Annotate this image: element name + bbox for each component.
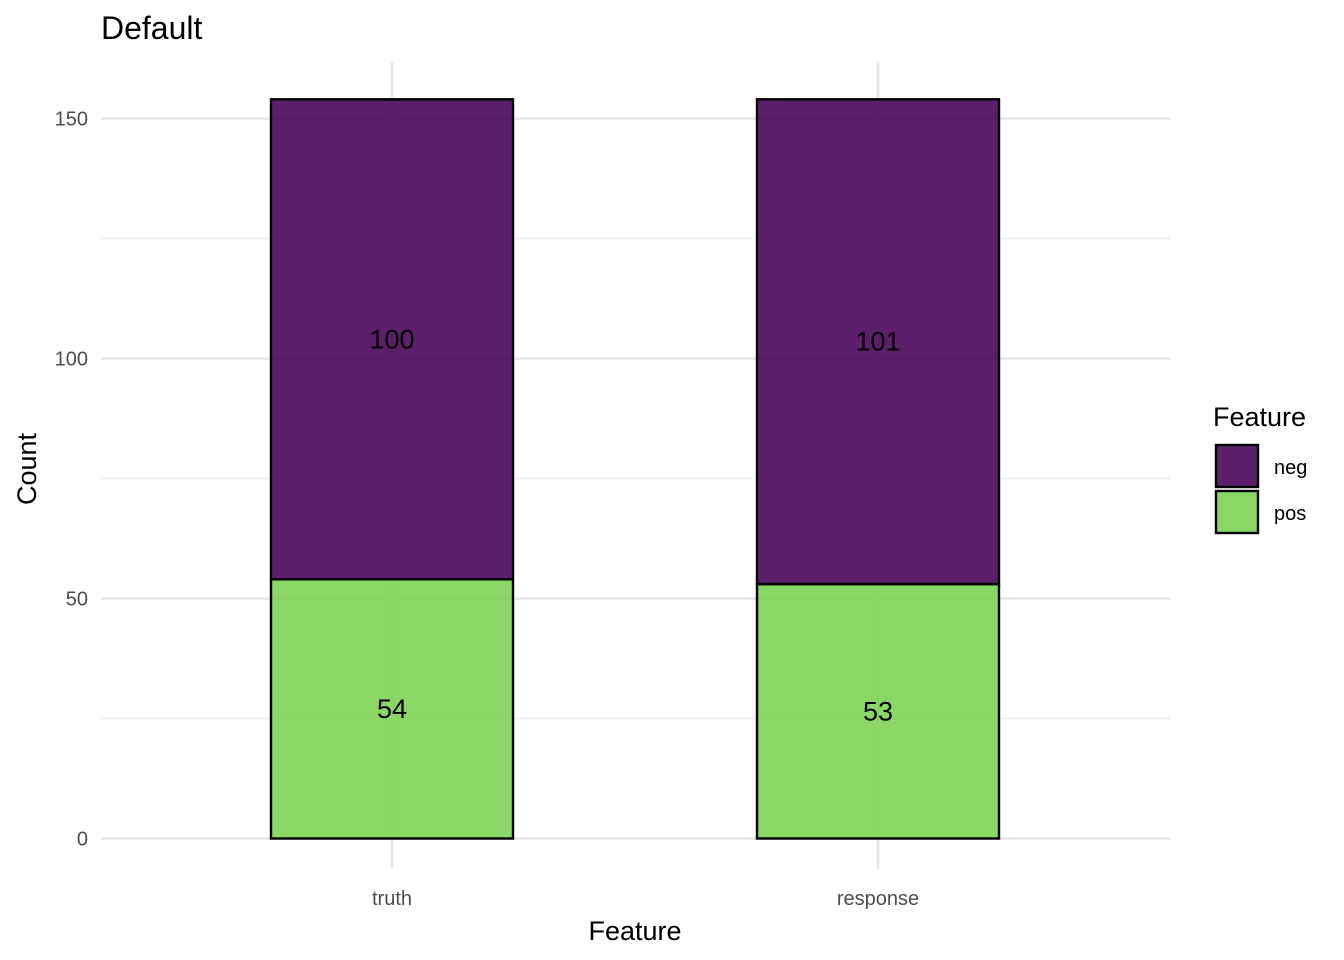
bar-neg-response	[755, 98, 1001, 586]
bar-pos-response	[755, 582, 1001, 840]
y-tick-label: 150	[55, 109, 88, 131]
legend-key-neg	[1214, 443, 1260, 489]
bar-pos-truth	[269, 578, 515, 840]
bars	[269, 98, 1001, 840]
data-label-pos-truth: 54	[377, 694, 407, 724]
y-tick-label: 50	[66, 589, 88, 611]
x-axis-title: Feature	[588, 916, 681, 946]
legend: Feature neg pos	[1213, 402, 1307, 535]
x-tick-label: response	[837, 888, 919, 910]
chart-title: Default	[101, 10, 203, 46]
y-axis-title: Count	[12, 432, 42, 505]
y-axis-ticks: 0 50 100 150	[55, 109, 88, 851]
legend-items: neg pos	[1214, 443, 1307, 535]
grid-lines	[101, 62, 1170, 869]
data-label-pos-response: 53	[863, 696, 893, 726]
data-label-neg-truth: 100	[369, 324, 414, 354]
y-tick-label: 100	[55, 349, 88, 371]
x-tick-label: truth	[372, 888, 412, 910]
legend-label-neg: neg	[1274, 457, 1307, 479]
y-tick-label: 0	[77, 829, 88, 851]
data-label-neg-response: 101	[855, 327, 900, 357]
data-labels: 54 100 53 101	[369, 324, 900, 726]
legend-key-pos	[1214, 489, 1260, 535]
legend-label-pos: pos	[1274, 503, 1306, 525]
bar-neg-truth	[269, 98, 515, 581]
x-axis-ticks: truth response	[372, 888, 919, 910]
legend-title: Feature	[1213, 402, 1306, 432]
